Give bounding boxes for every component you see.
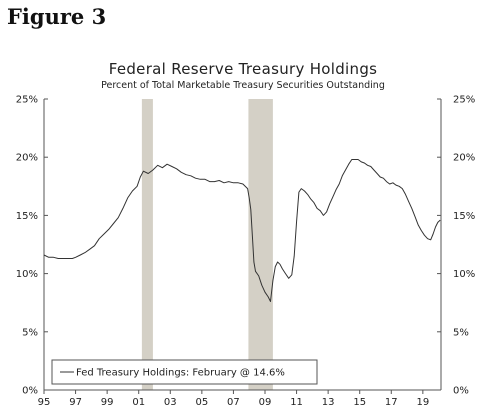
x-tick-label: 95 xyxy=(38,397,51,408)
series-line-1 xyxy=(43,159,441,302)
y-tick-label-left: 5% xyxy=(22,327,38,338)
legend-label: Fed Treasury Holdings: February @ 14.6% xyxy=(76,368,285,379)
y-tick-label-left: 20% xyxy=(16,153,38,164)
series-lines xyxy=(43,159,441,302)
x-tick-label: 09 xyxy=(259,397,272,408)
x-tick-label: 97 xyxy=(69,397,82,408)
x-tick-label: 11 xyxy=(290,397,303,408)
x-tick-label: 05 xyxy=(195,397,208,408)
x-tick-label: 03 xyxy=(164,397,177,408)
chart-subtitle: Percent of Total Marketable Treasury Sec… xyxy=(101,80,385,91)
x-tick-label: 19 xyxy=(416,397,429,408)
y-tick-label-left: 25% xyxy=(16,95,38,106)
y-tick-label-right: 10% xyxy=(453,269,475,280)
x-tick-label: 15 xyxy=(353,397,366,408)
figure-label: Figure 3 xyxy=(7,4,107,29)
y-tick-label-right: 5% xyxy=(453,327,469,338)
x-tick-label: 99 xyxy=(101,397,114,408)
x-tick-label: 13 xyxy=(322,397,335,408)
x-tick-label: 07 xyxy=(227,397,240,408)
y-tick-label-right: 0% xyxy=(453,386,469,397)
chart-title: Federal Reserve Treasury Holdings xyxy=(108,60,378,78)
y-tick-label-left: 0% xyxy=(22,386,38,397)
x-tick-label: 17 xyxy=(385,397,398,408)
y-tick-label-right: 20% xyxy=(453,153,475,164)
x-tick-label: 01 xyxy=(132,397,145,408)
recession-band-1 xyxy=(141,99,153,390)
y-tick-label-right: 15% xyxy=(453,211,475,222)
recession-band-2 xyxy=(248,99,273,390)
axes: 0% 0% 5% 5% 10% 10% 15% 15% 20% 20% 25% 25% 95 97 99 01… xyxy=(16,95,475,409)
y-tick-label-left: 10% xyxy=(16,269,38,280)
legend-box xyxy=(51,359,318,385)
legend: Fed Treasury Holdings: February @ 14.6% xyxy=(51,359,318,385)
y-tick-label-right: 25% xyxy=(453,95,475,106)
y-tick-label-left: 15% xyxy=(16,211,38,222)
